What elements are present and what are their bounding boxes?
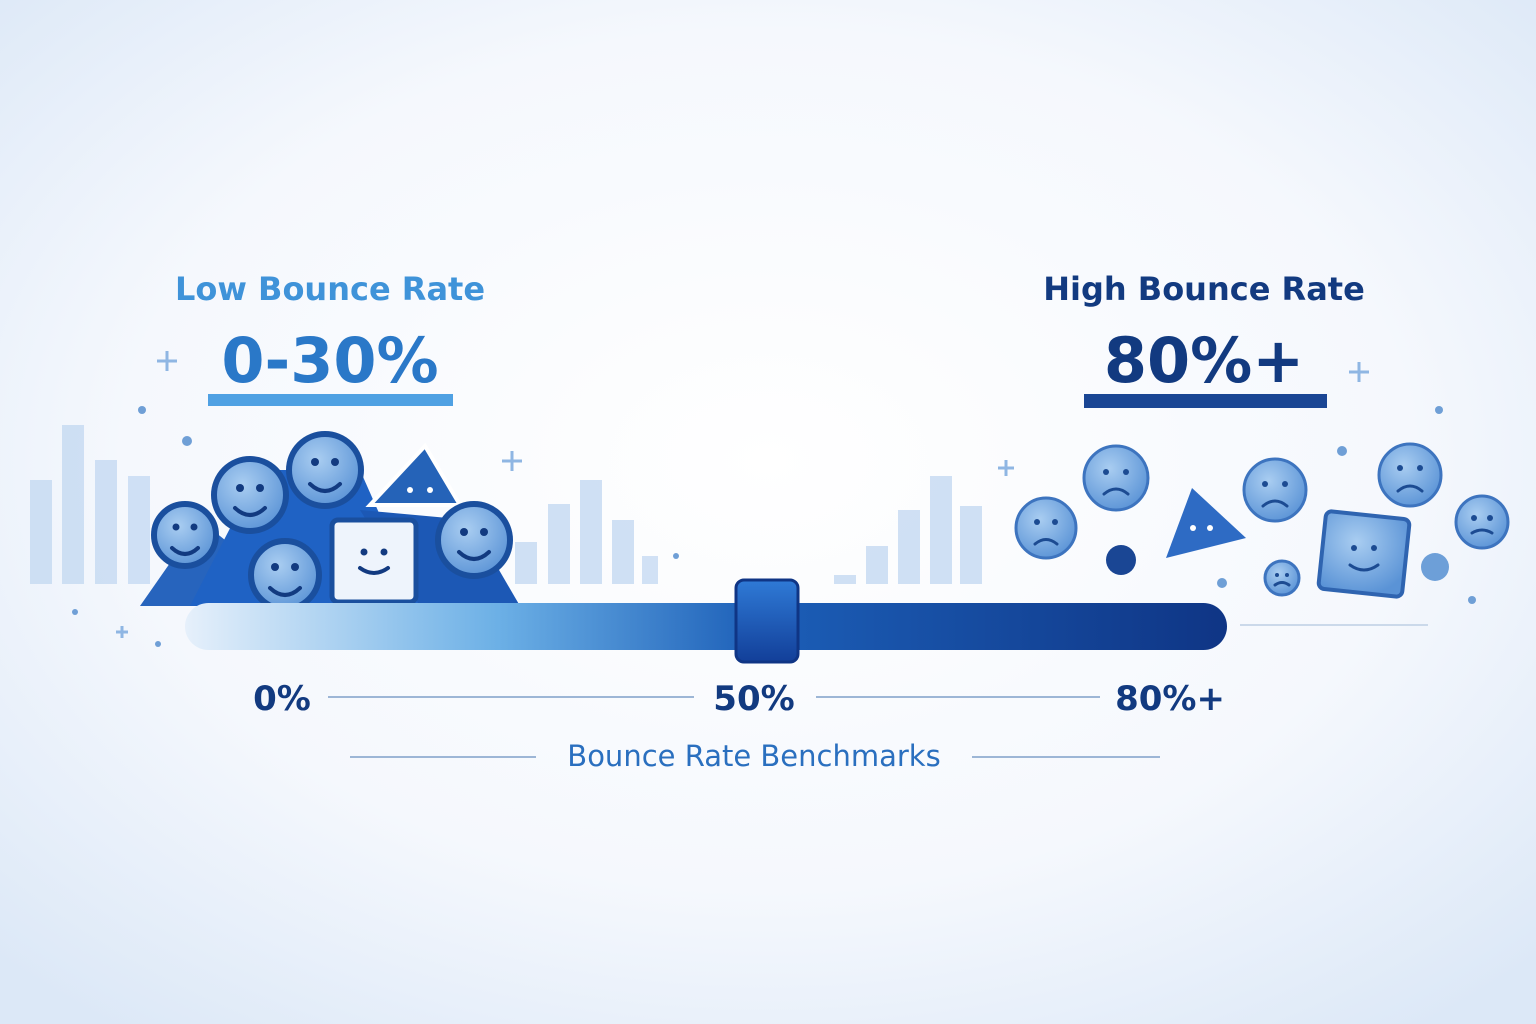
right-underline — [1084, 394, 1327, 408]
decor-plus — [116, 351, 1369, 638]
slider-track — [185, 603, 1227, 650]
right-title: High Bounce Rate — [1043, 270, 1365, 308]
slider — [185, 578, 1428, 664]
slider-knob — [734, 578, 800, 664]
sad-group — [1014, 442, 1510, 599]
decor-bars — [30, 425, 982, 584]
decor-dots — [72, 406, 1476, 647]
happy-group — [140, 431, 520, 612]
right-range: 80%+ — [1104, 324, 1304, 397]
scale-label: 80%+ — [1115, 679, 1225, 719]
scale-label: 50% — [713, 679, 794, 719]
left-underline — [208, 394, 453, 406]
caption: Bounce Rate Benchmarks — [567, 739, 940, 773]
scale-label: 0% — [253, 679, 311, 719]
left-range: 0-30% — [221, 324, 438, 397]
scale-lines — [328, 696, 1160, 758]
left-title: Low Bounce Rate — [175, 270, 485, 308]
